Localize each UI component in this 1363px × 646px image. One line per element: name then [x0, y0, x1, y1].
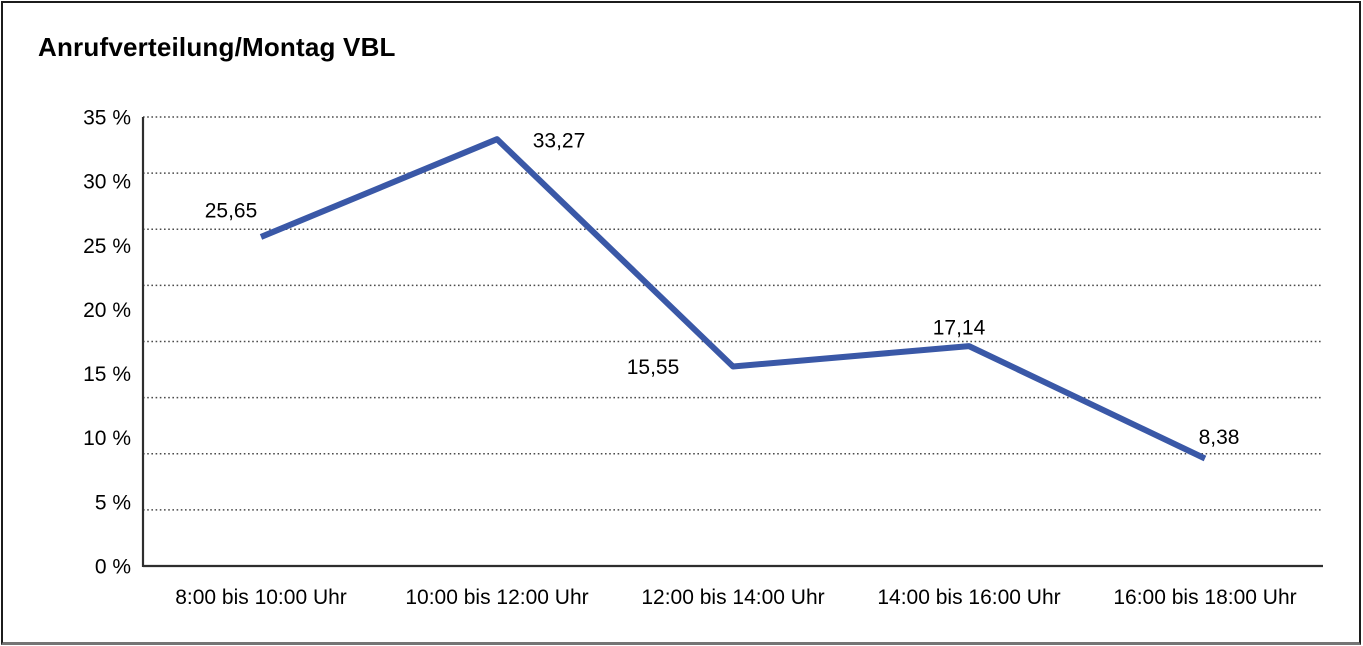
x-tick-label: 12:00 bis 14:00 Uhr	[641, 586, 824, 609]
data-label: 17,14	[933, 317, 986, 340]
data-label: 8,38	[1199, 426, 1240, 449]
series-line	[259, 136, 1207, 462]
y-tick-label: 20 %	[83, 299, 131, 322]
chart-title: Anrufverteilung/Montag VBL	[38, 32, 396, 62]
y-tick-label: 5 %	[95, 491, 131, 514]
y-tick-label: 25 %	[83, 235, 131, 258]
x-tick-label: 8:00 bis 10:00 Uhr	[175, 586, 347, 609]
x-tick-label: 16:00 bis 18:00 Uhr	[1113, 586, 1296, 609]
data-label: 33,27	[533, 130, 586, 153]
y-tick-label: 15 %	[83, 363, 131, 386]
x-tick-label: 10:00 bis 12:00 Uhr	[405, 586, 588, 609]
x-tick-label: 14:00 bis 16:00 Uhr	[877, 586, 1060, 609]
y-tick-label: 0 %	[95, 556, 131, 579]
y-tick-label: 35 %	[83, 107, 131, 130]
y-tick-label: 30 %	[83, 171, 131, 194]
y-tick-label: 10 %	[83, 427, 131, 450]
data-label: 15,55	[627, 356, 680, 379]
data-label: 25,65	[205, 199, 258, 222]
